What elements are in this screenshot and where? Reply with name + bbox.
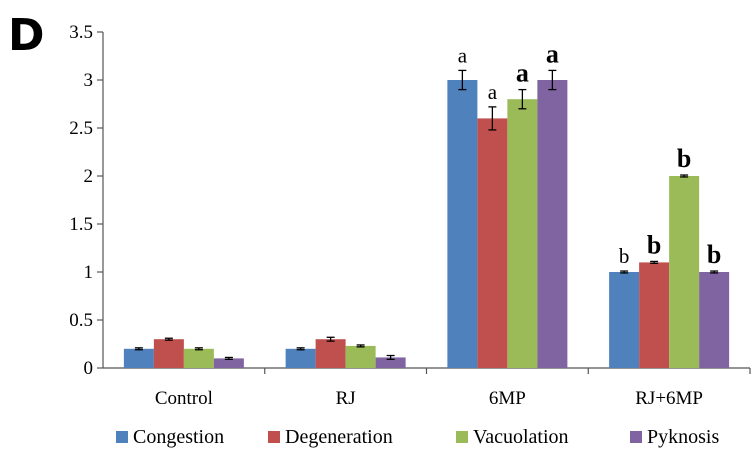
bar (669, 176, 700, 368)
y-tick-label: 2 (84, 166, 94, 187)
bar (609, 272, 640, 368)
bar (447, 80, 478, 368)
y-tick-label: 1.5 (69, 214, 93, 235)
y-tick-label: 0 (84, 358, 94, 379)
y-tick-label: 1 (84, 262, 94, 283)
axes: 0 0.5 1 1.5 2 2.5 3 3.5 Control RJ 6MP RJ+6MP (69, 22, 751, 409)
legend: Congestion Degeneration Vacuolation Pyknosi… (116, 426, 719, 448)
significance-label: a (516, 59, 529, 88)
significance-label: b (647, 230, 661, 259)
legend-label: Pyknosis (647, 426, 719, 448)
bar (315, 339, 346, 368)
bar (183, 348, 214, 368)
legend-label: Degeneration (285, 426, 393, 448)
bar (507, 99, 538, 368)
bar (375, 357, 406, 368)
legend-swatch (630, 431, 642, 443)
significance-label: b (707, 240, 721, 269)
panel-letter: D (8, 10, 45, 61)
significance-label: a (546, 39, 559, 68)
bar (537, 80, 568, 368)
bar (345, 345, 376, 368)
bar (153, 339, 184, 368)
y-tick-label: 3.5 (69, 22, 93, 43)
bar (285, 348, 316, 368)
bar (699, 272, 730, 368)
bar (477, 118, 508, 369)
legend-label: Vacuolation (473, 426, 569, 448)
legend-label: Congestion (133, 426, 224, 448)
bar (123, 348, 154, 368)
legend-swatch (116, 431, 128, 443)
x-tick-label: Control (155, 388, 213, 409)
bars: a b a b a b a b (123, 39, 730, 369)
legend-swatch (456, 431, 468, 443)
significance-label: b (619, 244, 630, 268)
x-tick-label: RJ (336, 388, 356, 409)
y-tick-label: 2.5 (69, 118, 93, 139)
significance-label: b (677, 144, 691, 173)
y-tick-label: 3 (84, 70, 94, 91)
bar (213, 358, 244, 368)
legend-swatch (268, 431, 280, 443)
x-tick-label: 6MP (489, 388, 526, 409)
bar (639, 262, 670, 368)
y-tick-label: 0.5 (69, 310, 93, 331)
significance-label: a (458, 43, 468, 67)
significance-label: a (488, 80, 498, 104)
x-tick-label: RJ+6MP (635, 388, 703, 409)
